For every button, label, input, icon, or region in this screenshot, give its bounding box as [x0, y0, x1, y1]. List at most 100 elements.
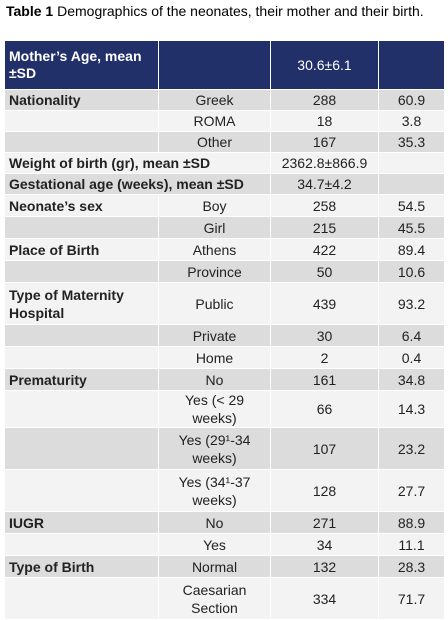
row-label: Prematurity [4, 368, 159, 391]
table-row: Yes (34¹-37 weeks) 128 27.7 [4, 469, 445, 512]
row-category: Girl [158, 216, 271, 239]
row-percent: 6.4 [378, 324, 445, 347]
row-label: Nationality [4, 89, 159, 111]
table-row: Girl 215 45.5 [4, 216, 445, 239]
row-percent: 3.8 [378, 110, 445, 132]
row-percent: 88.9 [378, 511, 445, 534]
row-count: 422 [270, 238, 379, 261]
row-count: 258 [270, 194, 379, 217]
row-count: 18 [270, 110, 379, 132]
row-category: ROMA [158, 110, 271, 132]
table-caption: Table 1 Demographics of the neonates, th… [6, 2, 442, 20]
demographics-table: Mother’s Age, mean ±SD 30.6±6.1 National… [4, 40, 445, 620]
row-percent [378, 152, 445, 174]
row-count: 132 [270, 555, 379, 578]
row-count: 334 [270, 577, 379, 620]
row-category: Yes (34¹-37 weeks) [158, 469, 271, 512]
row-label: IUGR [4, 511, 159, 534]
row-percent: 54.5 [378, 194, 445, 217]
table-row: Yes (29¹-34 weeks) 107 23.2 [4, 427, 445, 470]
row-count: 128 [270, 469, 379, 512]
row-count: 2362.8±866.9 [270, 152, 379, 174]
row-category: Home [158, 346, 271, 369]
header-empty-cell [158, 40, 271, 90]
table-row: Private 30 6.4 [4, 324, 445, 347]
row-label: Type of Maternity Hospital [4, 282, 159, 325]
row-label [4, 216, 159, 239]
row-count: 34.7±4.2 [270, 173, 379, 195]
row-count: 288 [270, 89, 379, 111]
row-percent: 0.4 [378, 346, 445, 369]
row-category: Yes (< 29 weeks) [158, 390, 271, 428]
table-row: Home 2 0.4 [4, 346, 445, 369]
row-percent: 27.7 [378, 469, 445, 512]
row-count: 107 [270, 427, 379, 470]
row-category: Athens [158, 238, 271, 261]
row-percent: 14.3 [378, 390, 445, 428]
row-label [4, 427, 159, 470]
table-row: Yes 34 11.1 [4, 533, 445, 556]
row-percent: 45.5 [378, 216, 445, 239]
row-count: 167 [270, 131, 379, 153]
row-label: Type of Birth [4, 555, 159, 578]
row-category: Normal [158, 555, 271, 578]
row-percent: 60.9 [378, 89, 445, 111]
row-count: 215 [270, 216, 379, 239]
table-row: Type of Birth Normal 132 28.3 [4, 555, 445, 578]
table-caption-text: Demographics of the neonates, their moth… [53, 3, 424, 19]
row-percent: 35.3 [378, 131, 445, 153]
row-label [4, 390, 159, 428]
row-percent: 23.2 [378, 427, 445, 470]
table-row: Other 167 35.3 [4, 131, 445, 153]
table-row: Yes (< 29 weeks) 66 14.3 [4, 390, 445, 428]
row-label: Gestational age (weeks), mean ±SD [4, 173, 271, 195]
row-category: Boy [158, 194, 271, 217]
table-row: Caesarian Section 334 71.7 [4, 577, 445, 620]
header-value: 30.6±6.1 [270, 40, 379, 90]
row-percent: 93.2 [378, 282, 445, 325]
row-count: 66 [270, 390, 379, 428]
row-category: No [158, 368, 271, 391]
row-category: Greek [158, 89, 271, 111]
row-percent: 11.1 [378, 533, 445, 556]
table-row: ROMA 18 3.8 [4, 110, 445, 132]
table-row: Weight of birth (gr), mean ±SD 2362.8±86… [4, 152, 445, 174]
table-row: Province 50 10.6 [4, 260, 445, 283]
table-row: Gestational age (weeks), mean ±SD 34.7±4… [4, 173, 445, 195]
row-count: 34 [270, 533, 379, 556]
row-percent: 34.8 [378, 368, 445, 391]
row-label: Place of Birth [4, 238, 159, 261]
table-row: Type of Maternity Hospital Public 439 93… [4, 282, 445, 325]
table-row: Prematurity No 161 34.8 [4, 368, 445, 391]
row-category: Yes [158, 533, 271, 556]
row-label: Weight of birth (gr), mean ±SD [4, 152, 271, 174]
row-percent: 89.4 [378, 238, 445, 261]
table-caption-label: Table 1 [6, 3, 54, 19]
row-category: Yes (29¹-34 weeks) [158, 427, 271, 470]
row-category: Caesarian Section [158, 577, 271, 620]
row-label [4, 110, 159, 132]
table-row: Place of Birth Athens 422 89.4 [4, 238, 445, 261]
row-percent: 10.6 [378, 260, 445, 283]
row-label [4, 324, 159, 347]
row-count: 30 [270, 324, 379, 347]
row-percent: 71.7 [378, 577, 445, 620]
row-percent [378, 173, 445, 195]
row-label [4, 131, 159, 153]
table-header-row: Mother’s Age, mean ±SD 30.6±6.1 [4, 40, 445, 90]
row-count: 161 [270, 368, 379, 391]
row-label [4, 260, 159, 283]
table-row: IUGR No 271 88.9 [4, 511, 445, 534]
table-row: Neonate’s sex Boy 258 54.5 [4, 194, 445, 217]
header-empty-cell [378, 40, 445, 90]
row-category: Province [158, 260, 271, 283]
row-percent: 28.3 [378, 555, 445, 578]
table-row: Nationality Greek 288 60.9 [4, 89, 445, 111]
row-label [4, 533, 159, 556]
row-count: 439 [270, 282, 379, 325]
row-label [4, 469, 159, 512]
row-count: 2 [270, 346, 379, 369]
row-category: No [158, 511, 271, 534]
row-category: Public [158, 282, 271, 325]
row-category: Other [158, 131, 271, 153]
